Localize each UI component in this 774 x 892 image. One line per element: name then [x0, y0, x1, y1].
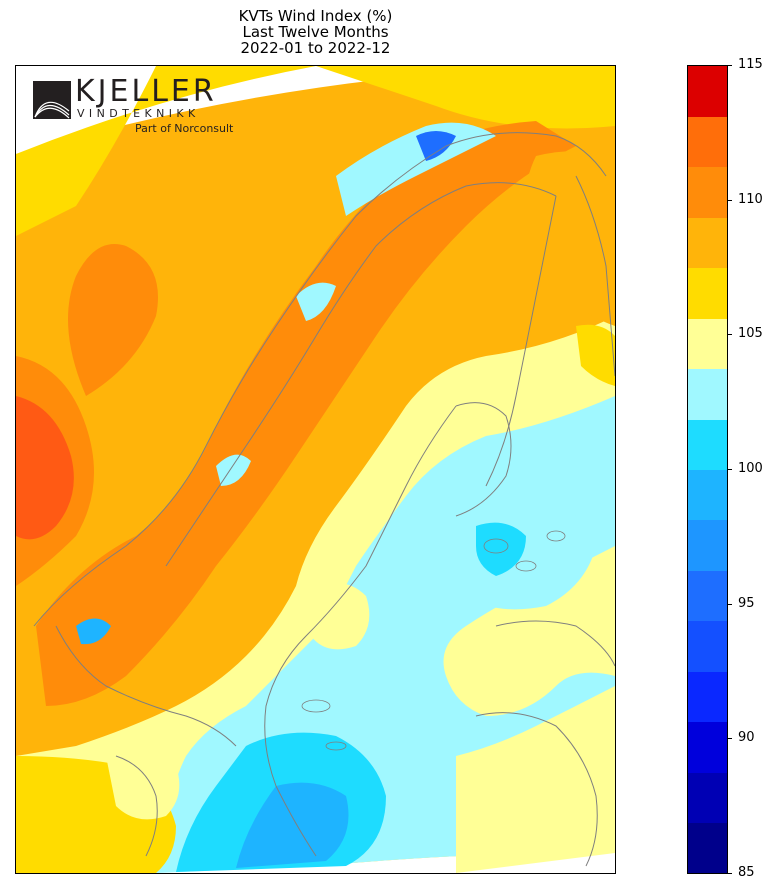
denmark-coast: [115, 755, 158, 857]
colorbar-level-8: [688, 419, 727, 470]
colorbar-level-15: [688, 66, 727, 117]
bothnian-bay-coast: [455, 402, 512, 517]
region-southwest-mountains-blue: [76, 618, 111, 645]
region-north-mountains-cyan: [336, 122, 496, 216]
colorbar-level-3: [688, 671, 727, 723]
colorbar-tick-label: 90: [738, 730, 755, 746]
colorbar-tick-mark: [728, 738, 732, 740]
colorbar-level-4: [688, 620, 727, 672]
lake-3: [301, 699, 331, 713]
sweden-east-coast: [264, 405, 457, 857]
colorbar-level-9: [688, 368, 727, 420]
logo-name: KJELLER: [75, 74, 217, 109]
region-finland-lakes-cyan: [476, 522, 526, 576]
colorbar-tick-mark: [728, 603, 732, 605]
colorbar-level-1: [688, 772, 727, 824]
region-mountain-orange: [36, 121, 576, 706]
colorbar-tick-label: 95: [738, 595, 755, 611]
colorbar-level-10: [688, 318, 727, 370]
logo-subtitle: VINDTEKNIKK: [77, 107, 200, 120]
colorbar-level-0: [688, 822, 727, 873]
title-line-2: Last Twelve Months: [242, 23, 389, 41]
logo-mark-icon: [33, 81, 71, 119]
colorbar-level-2: [688, 721, 727, 773]
coastlines-and-borders: [33, 132, 615, 867]
lake-details: [301, 530, 566, 751]
colorbar-ticks: 85 90 95 100 105 110 115: [728, 57, 774, 880]
region-mid-mountains-cyan: [296, 282, 336, 321]
colorbar: [687, 65, 728, 874]
colorbar-tick-mark: [728, 65, 732, 66]
lake-2: [515, 560, 537, 572]
colorbar-level-7: [688, 469, 727, 521]
title-line-1: KVTs Wind Index (%): [238, 7, 393, 25]
colorbar-tick-label: 105: [738, 326, 763, 342]
norway-sweden-border: [165, 182, 557, 567]
region-norwegian-sea-red: [16, 396, 74, 540]
colorbar-tick-mark: [728, 334, 732, 336]
kjeller-logo: KJELLER VINDTEKNIKK Part of Norconsult: [33, 75, 248, 141]
colorbar-level-14: [688, 116, 727, 168]
baltic-states-coast: [475, 712, 598, 867]
region-north-mountains-blue: [416, 131, 456, 161]
colorbar-tick-label: 100: [738, 461, 763, 476]
colorbar-tick-mark: [728, 873, 732, 874]
region-offshore-orange: [68, 244, 158, 396]
logo-tagline: Part of Norconsult: [135, 122, 234, 135]
region-russia-amber: [524, 151, 615, 326]
colorbar-level-5: [688, 570, 727, 622]
title-line-3: 2022-01 to 2022-12: [240, 39, 391, 57]
gulf-of-finland-coast: [495, 620, 615, 667]
colorbar-tick-mark: [728, 469, 732, 470]
region-south-sweden-blue: [236, 782, 349, 868]
colorbar-tick-mark: [728, 199, 732, 201]
region-barents-yellow: [316, 66, 615, 129]
chart-title: KVTs Wind Index (%) Last Twelve Months 2…: [15, 8, 616, 56]
colorbar-level-6: [688, 519, 727, 571]
region-central-sweden-yellow: [311, 582, 370, 650]
lake-5: [546, 530, 566, 542]
colorbar-level-11: [688, 267, 727, 319]
map-panel: KJELLER VINDTEKNIKK Part of Norconsult: [15, 65, 616, 874]
colorbar-level-12: [688, 217, 727, 269]
region-russia-yellow: [576, 324, 615, 386]
colorbar-level-13: [688, 166, 727, 218]
sweden-finland-border: [485, 195, 557, 487]
colorbar-tick-label: 110: [738, 191, 763, 207]
finland-russia-border: [575, 175, 615, 377]
colorbar-tick-label: 115: [738, 57, 763, 72]
lake-1: [483, 538, 509, 554]
wind-index-map: [16, 66, 615, 873]
region-north-sea-yellow: [16, 66, 316, 236]
region-baltic-states-yellow: [456, 686, 615, 873]
region-denmark-light-yellow: [106, 752, 180, 820]
south-norway-coast: [55, 625, 237, 747]
norway-coastline: [33, 132, 607, 627]
lake-4: [325, 741, 347, 751]
colorbar-tick-label: 85: [738, 865, 755, 880]
